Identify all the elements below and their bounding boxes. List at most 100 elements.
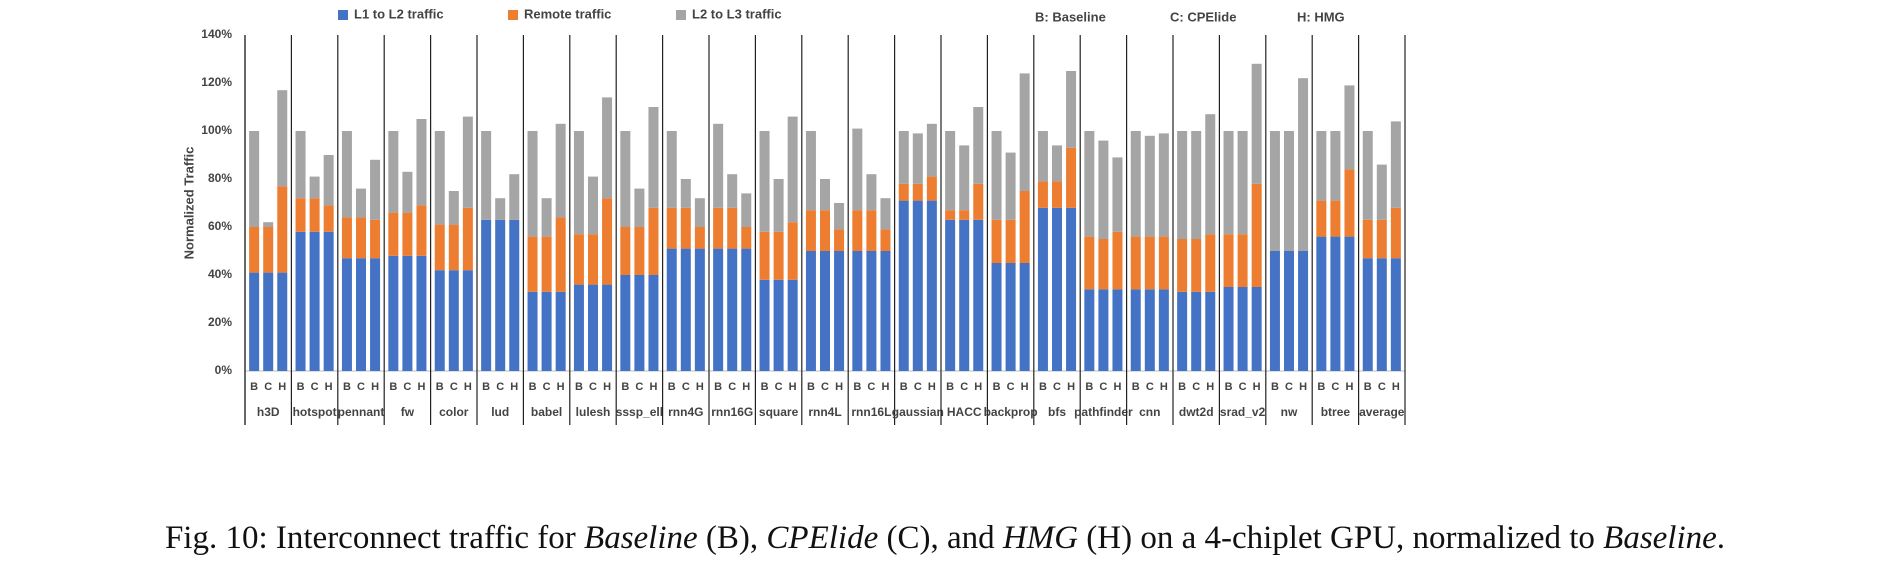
- bar-segment: [852, 210, 863, 251]
- bar-segment: [1005, 263, 1016, 371]
- bar-segment: [323, 231, 334, 371]
- bar-segment: [573, 131, 584, 235]
- config-tick-label: H: [742, 381, 750, 393]
- bar-segment: [880, 229, 891, 251]
- group-label: btree: [1321, 405, 1351, 419]
- config-tick-label: C: [867, 381, 875, 393]
- bar-segment: [602, 284, 613, 371]
- bar-segment: [1052, 181, 1062, 208]
- group-label: average: [1359, 405, 1405, 419]
- caption-b: (B),: [697, 520, 767, 556]
- legend-swatch: [676, 10, 686, 20]
- bar-segment: [741, 227, 752, 249]
- y-tick-label: 40%: [208, 267, 232, 281]
- config-tick-label: C: [1378, 381, 1386, 393]
- bar-segment: [1237, 131, 1248, 235]
- config-tick-label: B: [621, 381, 629, 393]
- config-tick-label: H: [603, 381, 611, 393]
- bar-segment: [462, 270, 473, 371]
- bar-segment: [898, 183, 909, 201]
- config-tick-label: B: [714, 381, 722, 393]
- config-tick-label: C: [1146, 381, 1154, 393]
- config-tick-label: H: [1299, 381, 1307, 393]
- bar-segment: [555, 123, 566, 218]
- config-tick-label: H: [557, 381, 565, 393]
- bar-segment: [356, 258, 366, 371]
- config-tick-label: B: [1364, 381, 1372, 393]
- group-label: rnn4L: [808, 405, 841, 419]
- caption-h: (H) on a 4-chiplet GPU, normalized to: [1078, 520, 1604, 556]
- config-tick-label: B: [1225, 381, 1233, 393]
- bar-segment: [634, 275, 645, 371]
- bar-segment: [527, 131, 538, 237]
- config-tick-label: H: [835, 381, 843, 393]
- bar-segment: [1205, 234, 1216, 292]
- group-label: srad_v2: [1220, 405, 1266, 419]
- bar-segment: [448, 224, 459, 271]
- bar-segment: [341, 258, 352, 371]
- config-tick-label: C: [775, 381, 783, 393]
- bar-segment: [370, 258, 381, 371]
- bar-segment: [402, 171, 413, 213]
- bar-segment: [1298, 251, 1309, 371]
- config-tick-label: H: [1206, 381, 1214, 393]
- bar-segment: [727, 174, 738, 208]
- group-label: nw: [1281, 405, 1298, 419]
- bar-segment: [880, 198, 891, 230]
- config-tick-label: H: [1113, 381, 1121, 393]
- bar-segment: [727, 207, 738, 249]
- bar-segment: [1362, 131, 1373, 220]
- bar-segment: [1251, 287, 1262, 371]
- bar-segment: [634, 227, 645, 275]
- config-tick-label: H: [928, 381, 936, 393]
- caption-baseline: Baseline: [584, 520, 698, 556]
- config-tick-label: C: [543, 381, 551, 393]
- bar-segment: [1144, 289, 1155, 371]
- config-tick-label: H: [417, 381, 425, 393]
- bar-segment: [588, 284, 598, 371]
- group-label: pennant: [338, 405, 385, 419]
- config-tick-label: H: [325, 381, 333, 393]
- config-tick-label: B: [1271, 381, 1279, 393]
- y-tick-label: 140%: [201, 27, 232, 41]
- bar-segment: [309, 231, 320, 371]
- group-label: lulesh: [576, 405, 611, 419]
- bar-segment: [926, 176, 937, 201]
- bar-segment: [741, 193, 752, 227]
- bar-segment: [666, 207, 677, 249]
- config-tick-label: B: [482, 381, 490, 393]
- bar-segment: [263, 272, 274, 371]
- config-tick-label: B: [575, 381, 583, 393]
- bar-segment: [1005, 152, 1016, 220]
- bar-segment: [973, 107, 984, 184]
- bar-segment: [370, 159, 381, 220]
- bar-segment: [434, 131, 445, 225]
- bar-segment: [1223, 234, 1234, 287]
- config-tick-label: C: [1007, 381, 1015, 393]
- config-tick-label: H: [1067, 381, 1075, 393]
- bar-segment: [866, 210, 877, 251]
- bar-segment: [1376, 219, 1387, 259]
- bar-segment: [555, 291, 566, 371]
- bar-segment: [759, 131, 770, 232]
- config-tick-label: C: [1239, 381, 1247, 393]
- bar-segment: [573, 284, 584, 371]
- group-label: color: [439, 405, 469, 419]
- bar-segment: [1362, 219, 1373, 259]
- bar-segment: [1269, 131, 1280, 251]
- config-tick-label: C: [496, 381, 504, 393]
- bar-segment: [295, 198, 306, 232]
- bar-segment: [1066, 147, 1077, 208]
- bar-segment: [1177, 291, 1188, 371]
- legend-label: Remote traffic: [524, 6, 611, 21]
- bar-segment: [666, 248, 677, 371]
- bar-segment: [1316, 131, 1327, 201]
- bar-segment: [416, 119, 427, 206]
- bar-segment: [541, 198, 552, 237]
- bar-segment: [1191, 291, 1202, 371]
- bar-segment: [912, 200, 923, 371]
- config-tick-label: C: [450, 381, 458, 393]
- bar-segment: [620, 275, 631, 371]
- bar-segment: [1158, 289, 1169, 371]
- bar-segment: [787, 279, 798, 371]
